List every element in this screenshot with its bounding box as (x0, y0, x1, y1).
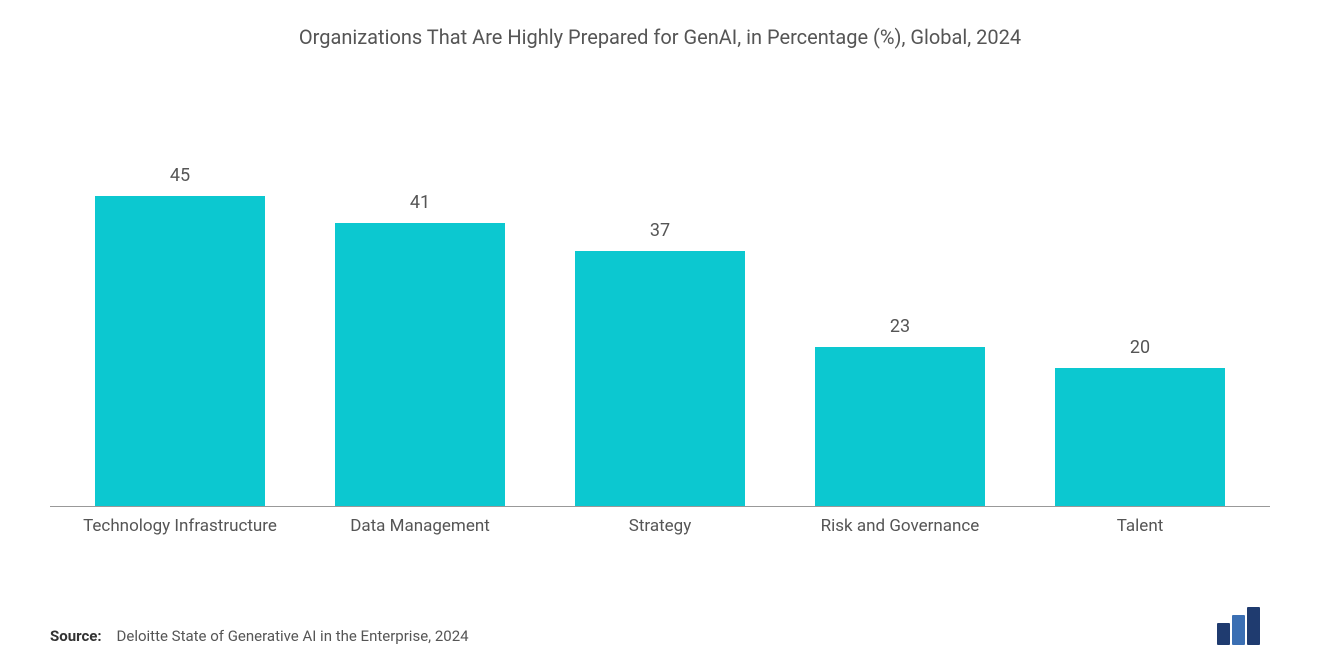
bar-value-label: 23 (890, 316, 910, 337)
bar-wrapper: 37 (540, 119, 780, 506)
bar-wrapper: 41 (300, 119, 540, 506)
x-axis-labels: Technology InfrastructureData Management… (50, 515, 1270, 537)
plot-area: 45 41 37 23 20 (50, 59, 1270, 507)
logo-bar-icon (1232, 615, 1245, 645)
bar-wrapper: 45 (60, 119, 300, 506)
source-label: Source: (50, 627, 102, 645)
bar (815, 347, 985, 505)
x-axis-label: Data Management (300, 515, 540, 537)
x-axis-label: Technology Infrastructure (60, 515, 300, 537)
chart-container: Organizations That Are Highly Prepared f… (0, 0, 1320, 665)
chart-footer: Source: Deloitte State of Generative AI … (50, 607, 1270, 645)
x-axis-label: Strategy (540, 515, 780, 537)
bar-wrapper: 20 (1020, 119, 1260, 506)
chart-title: Organizations That Are Highly Prepared f… (50, 25, 1270, 49)
source-line: Source: Deloitte State of Generative AI … (50, 627, 469, 645)
logo-bar-icon (1247, 607, 1260, 645)
bar (95, 196, 265, 506)
bar (575, 251, 745, 506)
bar-value-label: 37 (650, 220, 670, 241)
x-axis-label: Talent (1020, 515, 1260, 537)
source-text: Deloitte State of Generative AI in the E… (117, 627, 469, 645)
brand-logo-icon (1217, 607, 1260, 645)
bar-value-label: 45 (170, 165, 190, 186)
bar (1055, 368, 1225, 506)
x-axis-label: Risk and Governance (780, 515, 1020, 537)
logo-bar-icon (1217, 623, 1230, 645)
bar-value-label: 20 (1130, 337, 1150, 358)
bar (335, 223, 505, 505)
bar-value-label: 41 (410, 192, 430, 213)
bar-wrapper: 23 (780, 119, 1020, 506)
